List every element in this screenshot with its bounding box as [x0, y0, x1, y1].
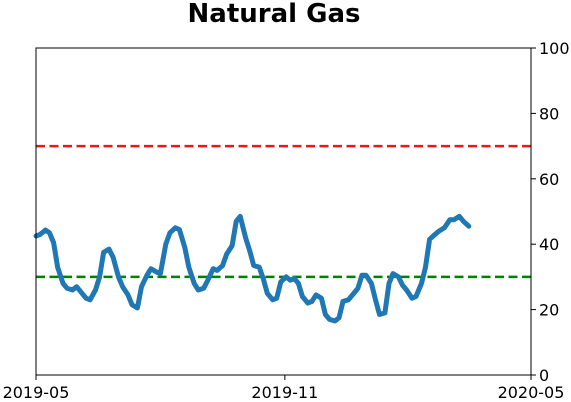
y-tick-label: 60 [539, 170, 559, 189]
x-tick-label: 2020-05 [498, 383, 565, 402]
y-tick-label: 40 [539, 235, 559, 254]
y-tick-label: 100 [539, 39, 570, 58]
chart-title: Natural Gas [188, 0, 361, 29]
y-axis: 0 20 40 60 80 100 [531, 39, 570, 385]
series-layer [33, 213, 472, 324]
y-tick-label: 20 [539, 301, 559, 320]
reference-lines [36, 144, 531, 279]
y-tick-label: 0 [539, 366, 549, 385]
x-tick-label: 2019-05 [3, 383, 70, 402]
x-axis: 2019-05 2019-11 2020-05 [3, 375, 565, 402]
plot-frame [35, 47, 532, 376]
y-tick-label: 80 [539, 104, 559, 123]
x-tick-label: 2019-11 [251, 383, 318, 402]
series-line-0 [33, 213, 472, 324]
